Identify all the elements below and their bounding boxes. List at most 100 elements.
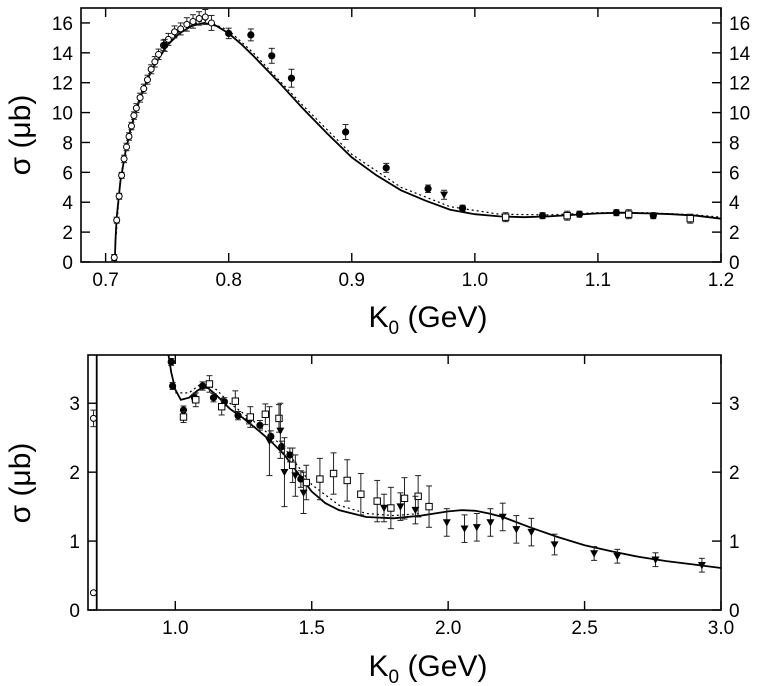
top-open-circles-point [189,17,197,25]
bottom-filled-triangles-point [299,489,308,497]
bottom-xtick-label: 1.5 [299,618,325,639]
top-ytick-label-right: 8 [729,133,740,154]
bottom-ytick-label-right: 1 [729,532,740,553]
bottom-filled-circles-point [198,382,207,390]
top-curve-dotted [114,19,722,245]
bottom-points [89,357,706,597]
top-filled-triangles-point [440,191,449,199]
bottom-open-circles-point [89,414,97,422]
bottom-ylabel: σ (μb) [4,443,37,524]
top-xtick-label: 0.9 [339,270,365,291]
bottom-open-squares-point [425,502,433,511]
bottom-filled-triangles-point [411,506,420,515]
bottom-ytick-label-right: 3 [729,394,740,415]
bottom-open-squares-point [357,490,365,498]
top-xlabel-main: K [369,301,389,334]
top-ytick-label-right: 2 [729,223,740,244]
top-ytick-label-left: 12 [52,74,73,95]
top-ytick-label-right: 12 [729,74,750,95]
bottom-filled-triangles-point [697,562,706,570]
top-open-circles-point [207,19,215,27]
top-open-circles-point [120,155,128,163]
top-open-circles-point [155,50,163,58]
bottom-ytick-label-left: 0 [69,601,80,622]
top-ytick-label-left: 10 [52,104,73,125]
bottom-xlabel: K0 (GeV) [369,650,488,686]
bottom-filled-triangles-point [512,526,521,534]
top-open-squares-point [501,213,510,221]
bottom-filled-triangles-point [380,504,389,512]
bottom-filled-triangles-point [527,528,536,537]
bottom-xlabel-main: K [369,650,389,683]
top-open-circles-point [201,13,209,21]
bottom-xtick-label: 3.0 [708,618,734,639]
top-open-circles-point [115,192,123,200]
top-filled-circles-point [458,204,467,212]
top-open-circles-point [127,122,135,130]
top-ytick-label-right: 6 [729,163,740,184]
top-open-circles-point [130,112,138,120]
top-points [110,8,694,262]
bottom-ytick-label-right: 0 [729,601,740,622]
bottom-filled-triangles-point [472,524,481,532]
bottom-open-squares-point [217,402,226,411]
top-ytick-label-right: 10 [729,104,750,125]
bottom-filled-circles-point [286,451,294,459]
bottom-plot-frame [87,354,722,611]
top-xlabel: K0 (GeV) [369,301,488,339]
top-open-circles-point [118,171,126,179]
top-xlabel-unit: (GeV) [399,301,487,334]
top-ytick-label-right: 14 [729,44,751,65]
bottom-filled-triangles-point [486,519,495,527]
bottom-ytick-label-left: 3 [69,394,80,415]
bottom-ticks [88,355,722,611]
top-open-circles-point [147,65,155,73]
bottom-open-squares-point [246,413,255,421]
bottom-filled-circles-point [209,394,218,402]
bottom-open-squares-point [205,380,214,388]
bottom-curve-solid [167,354,722,569]
top-xtick-label: 0.7 [92,270,118,291]
top-open-circles-point [110,254,118,262]
bottom-filled-triangles-point [590,550,599,558]
top-ytick-label-left: 4 [62,193,73,214]
top-xtick-label: 1.0 [462,270,488,291]
bottom-filled-circles-point [234,412,242,420]
bottom-open-squares-point [261,410,270,418]
bottom-open-squares-point [192,396,200,404]
bottom-ytick-label-right: 2 [729,463,740,484]
bottom-filled-triangles-point [613,553,622,561]
bottom-open-squares-point [179,413,188,421]
top-ytick-label-left: 2 [62,223,73,244]
top-open-circles-point [113,216,121,224]
bottom-open-squares-point [343,476,351,485]
bottom-tick-labels: 1.0 1.5 2.0 2.5 3.00 01 12 23 3 [69,394,739,639]
top-xtick-label: 0.8 [215,270,241,291]
bottom-filled-triangles-point [276,427,285,435]
top-filled-circles-point [247,31,255,39]
top-ticks [81,8,722,263]
bottom-xtick-label: 1.0 [162,618,188,639]
top-xlabel-sub: 0 [389,318,400,339]
bottom-open-squares-point [231,397,240,405]
bottom-ytick-label-left: 2 [69,463,80,484]
top-filled-circles-point [225,29,233,37]
top-open-circles-point [183,20,191,28]
top-ytick-label-left: 6 [62,163,73,184]
top-open-circles-point [195,14,203,22]
bottom-filled-triangles-point [460,525,469,533]
bottom-open-squares-point [400,494,409,503]
top-filled-circles-point [161,41,169,49]
top-xtick-label: 1.1 [585,270,611,291]
top-filled-circles-point [424,185,432,193]
bottom-filled-triangles-point [442,519,451,527]
top-filled-circles-point [382,164,390,172]
bottom-filled-triangles-point [550,541,559,549]
top-open-circles-point [132,104,140,112]
top-open-circles-point [123,143,131,151]
top-open-circles-point [171,28,179,36]
top-ytick-label-left: 0 [62,253,73,274]
top-ytick-label-right: 16 [729,14,750,35]
